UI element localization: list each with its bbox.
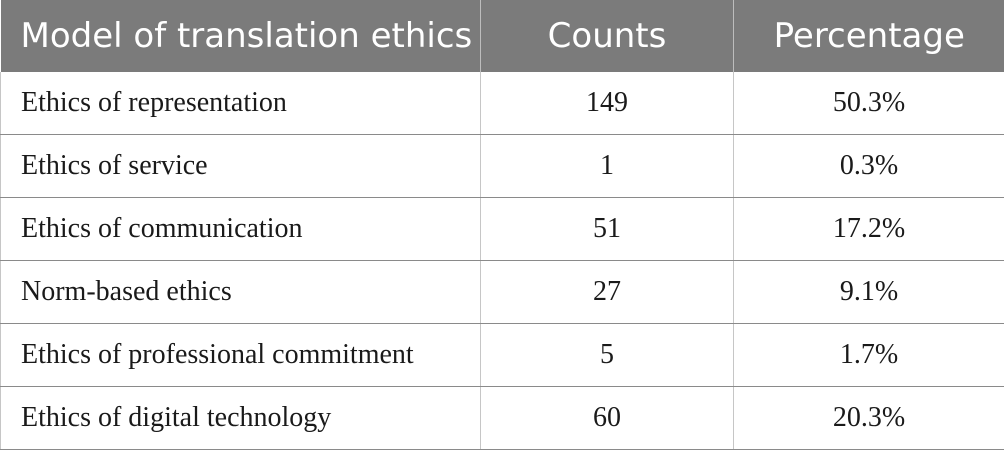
cell-percentage: 1.7% bbox=[733, 323, 1004, 387]
cell-percentage: 9.1% bbox=[733, 260, 1004, 324]
cell-count: 51 bbox=[480, 197, 734, 261]
translation-ethics-table: Model of translation ethics Counts Perce… bbox=[0, 0, 1004, 450]
table-row: Ethics of communication 51 17.2% bbox=[0, 197, 1004, 261]
cell-model: Ethics of service bbox=[0, 134, 481, 198]
table-row: Ethics of representation 149 50.3% bbox=[0, 72, 1004, 135]
cell-model: Ethics of communication bbox=[0, 197, 481, 261]
cell-count: 5 bbox=[480, 323, 734, 387]
cell-percentage: 17.2% bbox=[733, 197, 1004, 261]
translation-ethics-table-container: Model of translation ethics Counts Perce… bbox=[0, 0, 1004, 450]
table-body: Ethics of representation 149 50.3% Ethic… bbox=[0, 72, 1004, 450]
cell-count: 149 bbox=[480, 72, 734, 135]
cell-model: Ethics of representation bbox=[0, 72, 481, 135]
cell-model: Norm-based ethics bbox=[0, 260, 481, 324]
cell-percentage: 20.3% bbox=[733, 386, 1004, 450]
cell-count: 27 bbox=[480, 260, 734, 324]
cell-count: 1 bbox=[480, 134, 734, 198]
header-counts: Counts bbox=[480, 0, 734, 72]
cell-model: Ethics of professional commitment bbox=[0, 323, 481, 387]
cell-count: 60 bbox=[480, 386, 734, 450]
header-row: Model of translation ethics Counts Perce… bbox=[0, 0, 1004, 72]
cell-percentage: 0.3% bbox=[733, 134, 1004, 198]
table-row: Ethics of digital technology 60 20.3% bbox=[0, 386, 1004, 450]
header-percentage: Percentage bbox=[733, 0, 1004, 72]
cell-model: Ethics of digital technology bbox=[0, 386, 481, 450]
table-header: Model of translation ethics Counts Perce… bbox=[0, 0, 1004, 72]
table-row: Ethics of service 1 0.3% bbox=[0, 134, 1004, 198]
table-row: Ethics of professional commitment 5 1.7% bbox=[0, 323, 1004, 387]
table-row: Norm-based ethics 27 9.1% bbox=[0, 260, 1004, 324]
cell-percentage: 50.3% bbox=[733, 72, 1004, 135]
header-model: Model of translation ethics bbox=[0, 0, 481, 72]
